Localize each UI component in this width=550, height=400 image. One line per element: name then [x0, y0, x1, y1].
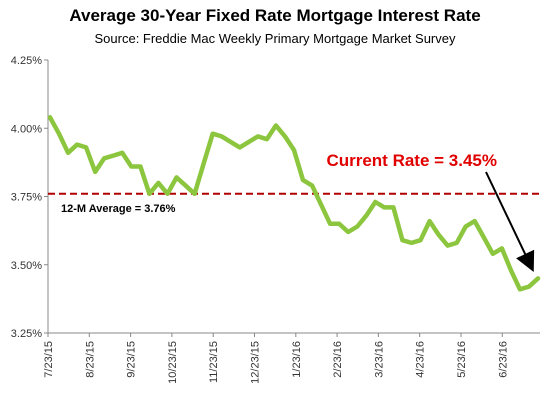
current-rate-arrow [485, 171, 535, 273]
chart-subtitle: Source: Freddie Mac Weekly Primary Mortg… [94, 31, 456, 46]
y-tick-label: 3.50% [11, 260, 42, 272]
y-tick-label: 4.00% [11, 123, 42, 135]
x-tick-label: 8/23/15 [84, 341, 96, 378]
current-rate-label: Current Rate = 3.45% [326, 151, 497, 170]
y-tick-label: 3.75% [11, 192, 42, 204]
x-tick-label: 9/23/15 [126, 341, 138, 378]
average-label: 12-M Average = 3.76% [61, 203, 176, 215]
x-tick-label: 1/23/16 [291, 341, 303, 378]
x-tick-label: 6/23/16 [497, 341, 509, 378]
x-tick-label: 5/23/16 [456, 341, 468, 378]
x-tick-label: 10/23/15 [167, 341, 179, 384]
x-tick-label: 2/23/16 [332, 341, 344, 378]
series-points [49, 117, 539, 290]
chart-title: Average 30-Year Fixed Rate Mortgage Inte… [69, 6, 481, 25]
y-axis: 3.25% 3.50% 3.75% 4.00% 4.25% [11, 55, 49, 340]
x-tick-label: 3/23/16 [373, 341, 385, 378]
x-axis: 7/23/15 8/23/15 9/23/15 10/23/15 11/23/15 12/… [43, 332, 540, 384]
x-tick-label: 7/23/15 [43, 341, 55, 378]
x-tick-label: 12/23/15 [249, 341, 261, 384]
x-tick-label: 11/23/15 [208, 341, 220, 383]
series-line [47, 115, 541, 292]
y-tick-label: 3.25% [11, 328, 42, 340]
x-tick-label: 4/23/16 [415, 341, 427, 378]
y-tick-label: 4.25% [11, 55, 42, 67]
